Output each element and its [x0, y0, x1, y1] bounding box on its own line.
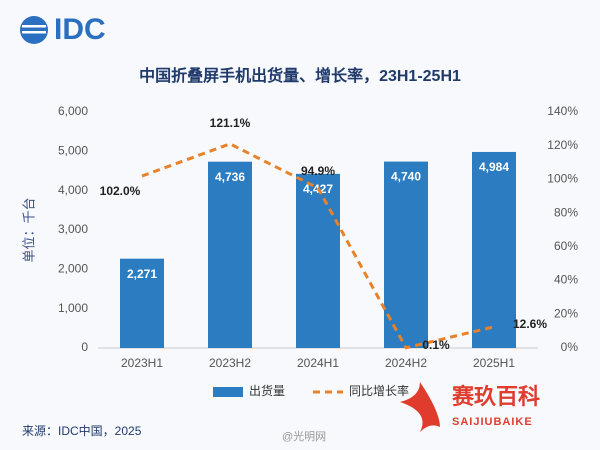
line-value-label: 94.9%: [301, 164, 335, 178]
bar-value-label: 2,271: [127, 267, 157, 281]
y2-tick-label: 20%: [554, 306, 578, 320]
y-tick-label: 4,000: [58, 183, 88, 197]
bar-value-label: 4,740: [391, 170, 421, 184]
watermark-logo: [400, 382, 440, 432]
y-tick-label: 2,000: [58, 262, 88, 276]
y2-tick-label: 0%: [561, 340, 579, 354]
x-tick-label: 2024H1: [297, 356, 339, 370]
chart-title: 中国折叠屏手机出货量、增长率，23H1-25H1: [139, 66, 461, 85]
bar: [296, 173, 340, 348]
line-value-label: 0.1%: [422, 338, 450, 352]
x-tick-label: 2024H2: [385, 356, 427, 370]
y2-tick-label: 140%: [547, 104, 578, 118]
watermark: 赛玖百科: [451, 384, 540, 409]
y2-tick-label: 80%: [554, 205, 578, 219]
x-tick-label: 2023H1: [121, 356, 163, 370]
bar: [384, 161, 428, 348]
line-value-label: 102.0%: [100, 184, 141, 198]
source: 来源：IDC中国，2025: [22, 423, 142, 438]
y2-tick-label: 60%: [554, 239, 578, 253]
logo-text: IDC: [54, 13, 106, 46]
x-tick-label: 2023H2: [209, 356, 251, 370]
y2-tick-label: 40%: [554, 273, 578, 287]
bar: [472, 151, 516, 348]
legend-swatch: [213, 387, 243, 397]
legend-label: 同比增长率: [349, 383, 409, 398]
watermark: SAIJIUBAIKE: [452, 416, 533, 428]
y-tick-label: 0: [81, 340, 88, 354]
y2-tick-label: 100%: [547, 172, 578, 186]
logo-icon: [20, 16, 48, 44]
y-tick-label: 3,000: [58, 222, 88, 236]
y-tick-label: 5,000: [58, 144, 88, 158]
line-value-label: 121.1%: [210, 116, 251, 130]
watermark: @光明网: [282, 429, 326, 443]
y2-tick-label: 120%: [547, 138, 578, 152]
bar-value-label: 4,984: [479, 160, 509, 174]
legend-label: 出货量: [249, 383, 285, 398]
line-value-label: 12.6%: [513, 317, 547, 331]
line: [141, 142, 495, 350]
y-axis-label: 单位：千台: [21, 197, 36, 262]
bar: [120, 258, 164, 348]
x-tick-label: 2025H1: [473, 356, 515, 370]
y-tick-label: 6,000: [58, 104, 88, 118]
bar: [208, 161, 252, 348]
bar-value-label: 4,736: [215, 170, 245, 184]
y-tick-label: 1,000: [58, 301, 88, 315]
